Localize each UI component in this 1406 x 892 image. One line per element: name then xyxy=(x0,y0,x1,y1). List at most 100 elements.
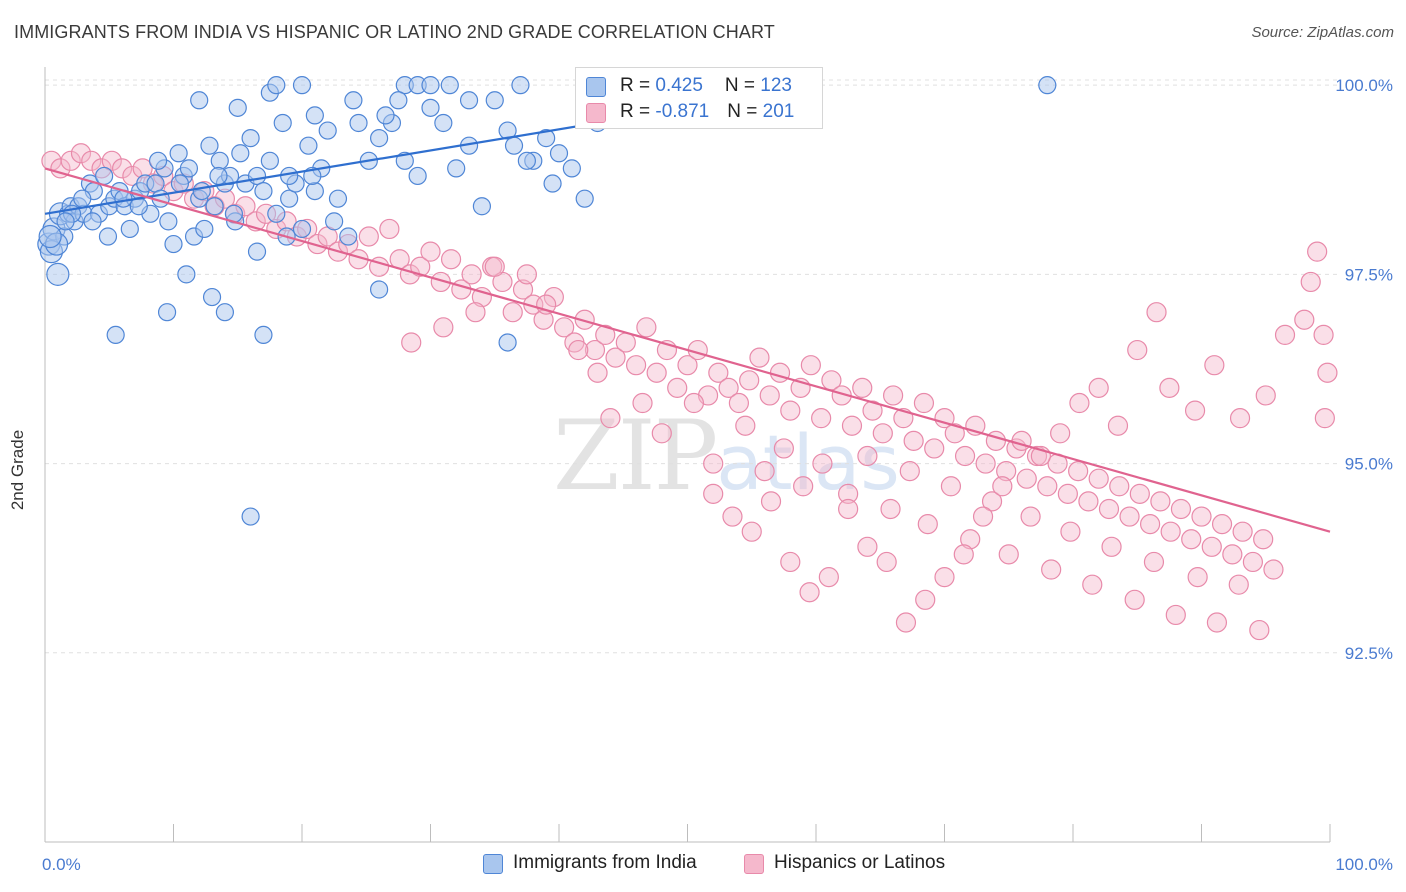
hispanic-point xyxy=(841,415,863,436)
hispanic-trend-line xyxy=(44,167,1331,533)
hispanic-point xyxy=(799,582,820,603)
india-point xyxy=(549,144,569,163)
legend-item-india-label: Immigrants from India xyxy=(513,852,697,873)
hispanic-point xyxy=(568,339,589,361)
hispanic-point xyxy=(857,445,878,467)
hispanic-point xyxy=(632,392,653,414)
hispanic-point xyxy=(646,362,667,383)
hispanic-point xyxy=(1314,408,1335,429)
india-point xyxy=(292,219,312,239)
india-point xyxy=(562,159,581,178)
hispanic-point xyxy=(735,415,756,436)
hispanic-point xyxy=(358,226,379,247)
india-point xyxy=(169,144,188,163)
india-point xyxy=(202,287,222,307)
india-point xyxy=(339,227,358,246)
r-label: R = xyxy=(620,75,656,96)
india-point xyxy=(1038,76,1057,95)
watermark: ZIPatlas xyxy=(553,400,900,512)
hispanic-point xyxy=(1088,468,1109,489)
hispanic-point xyxy=(818,566,839,588)
india-point xyxy=(254,181,273,201)
hispanic-point xyxy=(1201,536,1222,557)
hispanic-point xyxy=(944,423,965,444)
india-point xyxy=(170,174,190,193)
india-point xyxy=(241,507,260,526)
india-point xyxy=(247,166,267,186)
hispanic-point xyxy=(1228,574,1249,595)
hispanic-point xyxy=(379,218,400,240)
hispanic-point xyxy=(667,377,688,398)
india-point xyxy=(498,333,517,352)
hispanic-point xyxy=(915,589,936,610)
hispanic-point xyxy=(1107,415,1129,436)
hispanic-point xyxy=(895,612,917,633)
hispanic-point xyxy=(913,392,935,414)
india-point xyxy=(303,166,322,186)
correlation-legend: R = 0.425 N = 123 R = -0.871 N = 201 xyxy=(575,67,823,129)
india-point xyxy=(575,189,594,208)
india-point xyxy=(408,166,427,186)
hispanic-point xyxy=(1232,521,1253,542)
india-point xyxy=(421,98,440,117)
hispanic-point xyxy=(465,302,486,323)
legend-item-hispanic-label: Hispanics or Latinos xyxy=(774,852,946,873)
hispanic-point xyxy=(1274,324,1296,346)
hispanic-point xyxy=(1159,377,1180,398)
hispanic-point xyxy=(1109,476,1130,497)
hispanic-point xyxy=(1088,377,1109,398)
hispanic-point xyxy=(677,355,698,376)
hispanic-point xyxy=(1020,506,1041,527)
hispanic-point xyxy=(1078,491,1099,512)
india-point xyxy=(164,234,183,254)
hispanic-point xyxy=(917,514,938,535)
hispanic-point xyxy=(857,536,878,557)
hispanic-point xyxy=(1082,574,1103,595)
hispanic-point xyxy=(1098,498,1120,520)
india-point xyxy=(210,151,229,170)
hispanic-point xyxy=(940,476,962,497)
hispanic-point xyxy=(60,150,81,171)
hispanic-point xyxy=(401,332,422,353)
india-point xyxy=(292,76,312,95)
chart-title: IMMIGRANTS FROM INDIA VS HISPANIC OR LAT… xyxy=(14,22,775,42)
india-point xyxy=(370,129,389,148)
hispanic-point xyxy=(728,392,750,414)
hispanic-point xyxy=(1119,506,1140,527)
n-value-india: 123 xyxy=(760,75,792,96)
hispanic-point xyxy=(862,400,883,421)
india-point xyxy=(205,197,224,216)
india-point xyxy=(299,136,318,155)
hispanic-point xyxy=(651,423,672,444)
hispanic-point xyxy=(880,498,901,520)
y-tick-label-3: 100.0% xyxy=(1335,76,1393,95)
india-swatch xyxy=(586,77,606,97)
hispanic-point xyxy=(703,483,724,504)
hispanic-point xyxy=(852,377,873,398)
hispanic-point xyxy=(1204,355,1225,376)
india-point xyxy=(231,144,250,163)
india-point xyxy=(267,204,286,223)
india-point xyxy=(511,76,530,95)
india-point xyxy=(83,212,102,231)
india-point xyxy=(192,181,211,201)
india-point xyxy=(247,242,267,261)
hispanic-point xyxy=(595,324,616,346)
hispanic-point xyxy=(793,476,814,497)
hispanic-point xyxy=(838,498,859,520)
india-point xyxy=(179,159,199,178)
india-trend-line xyxy=(44,121,598,215)
india-point xyxy=(120,219,139,239)
hispanic-point xyxy=(1253,529,1274,550)
hispanic-point xyxy=(584,339,606,361)
hispanic-point xyxy=(703,453,724,474)
hispanic-point xyxy=(996,461,1017,482)
india-point xyxy=(254,325,273,345)
hispanic-point xyxy=(1127,339,1148,361)
india-point xyxy=(325,212,344,231)
hispanic-point xyxy=(1057,483,1078,504)
hispanic-point xyxy=(759,385,780,406)
hispanic-point xyxy=(1037,476,1058,497)
india-point xyxy=(517,151,536,170)
